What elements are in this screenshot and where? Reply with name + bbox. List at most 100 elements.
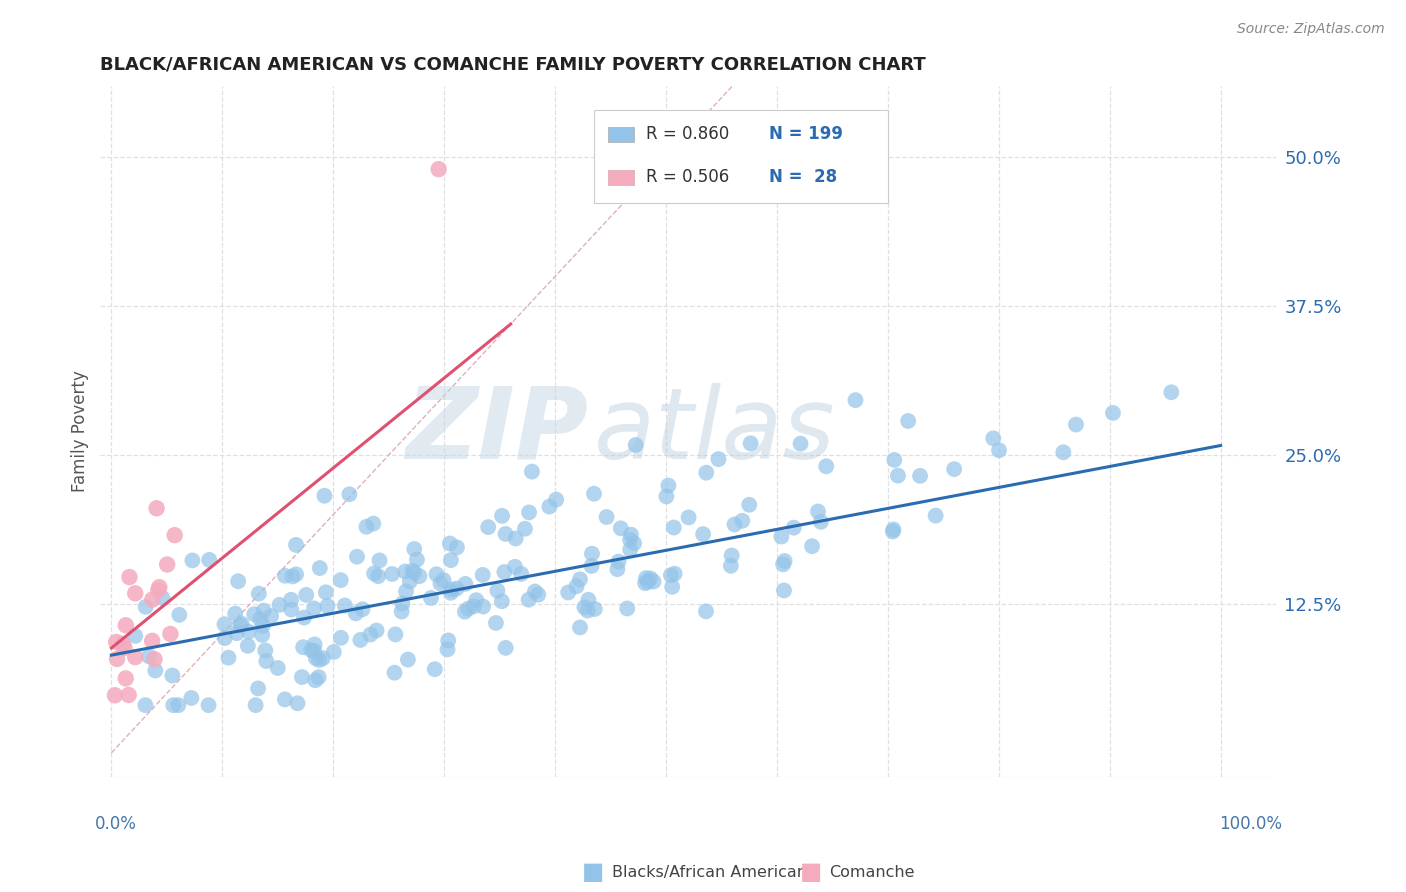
Point xyxy=(546,492,568,507)
Point xyxy=(337,487,360,501)
Text: ■: ■ xyxy=(582,861,605,884)
Point xyxy=(243,607,266,622)
Point xyxy=(844,393,866,408)
Point xyxy=(304,644,326,658)
Point xyxy=(401,564,423,578)
Point xyxy=(148,582,170,597)
Point xyxy=(138,649,160,664)
Point xyxy=(141,633,163,648)
Point xyxy=(773,554,796,568)
Point xyxy=(169,607,191,622)
Point xyxy=(148,580,170,594)
Point xyxy=(254,654,277,668)
Point xyxy=(429,576,451,591)
Point xyxy=(707,452,730,467)
Point xyxy=(363,516,385,531)
Point xyxy=(247,681,270,696)
Text: 0.0%: 0.0% xyxy=(94,814,136,832)
Point xyxy=(520,465,543,479)
Point xyxy=(883,453,905,467)
Point xyxy=(391,605,413,619)
Point xyxy=(610,521,633,535)
Point xyxy=(576,592,599,607)
Point xyxy=(1160,385,1182,400)
Point xyxy=(495,527,517,541)
Point xyxy=(384,627,406,641)
Point xyxy=(159,627,181,641)
Point xyxy=(565,579,588,593)
Point xyxy=(619,542,641,557)
Point xyxy=(576,603,599,617)
Point xyxy=(308,653,330,667)
Point xyxy=(740,436,762,450)
Point xyxy=(381,566,404,581)
Text: 100.0%: 100.0% xyxy=(1219,814,1282,832)
Point xyxy=(582,487,605,501)
Point xyxy=(295,588,318,602)
Point xyxy=(252,618,274,632)
Point xyxy=(887,468,910,483)
Point xyxy=(477,520,499,534)
Point xyxy=(491,508,513,523)
Point xyxy=(678,510,700,524)
Point xyxy=(491,594,513,608)
Point xyxy=(485,615,508,630)
Point xyxy=(659,568,682,582)
Point xyxy=(366,624,388,638)
Point xyxy=(368,553,391,567)
Point xyxy=(425,567,447,582)
Point xyxy=(595,510,617,524)
Text: Comanche: Comanche xyxy=(830,865,915,880)
Text: BLACK/AFRICAN AMERICAN VS COMANCHE FAMILY POVERTY CORRELATION CHART: BLACK/AFRICAN AMERICAN VS COMANCHE FAMIL… xyxy=(100,55,927,73)
Point xyxy=(446,541,468,555)
Point xyxy=(908,468,931,483)
Point xyxy=(634,571,657,585)
Point xyxy=(404,541,426,556)
Bar xyxy=(609,169,634,185)
Point xyxy=(217,650,239,665)
Point xyxy=(655,490,678,504)
Point xyxy=(486,583,509,598)
Point xyxy=(162,668,184,682)
Point xyxy=(118,570,141,584)
Point xyxy=(124,586,146,600)
Point xyxy=(285,567,308,582)
Point xyxy=(181,553,204,567)
Point xyxy=(463,599,485,614)
Point xyxy=(143,664,166,678)
Point xyxy=(981,431,1004,445)
Point xyxy=(111,637,134,651)
Point xyxy=(664,566,686,581)
Point xyxy=(406,552,429,566)
Point xyxy=(384,665,406,680)
Point xyxy=(723,517,745,532)
Point xyxy=(503,559,526,574)
Point xyxy=(143,652,166,666)
Point xyxy=(513,522,536,536)
Point xyxy=(135,599,157,614)
Point xyxy=(114,640,136,655)
Point xyxy=(391,597,413,611)
Point xyxy=(943,462,966,476)
Point xyxy=(396,652,419,666)
Point xyxy=(269,598,291,612)
Point xyxy=(404,566,426,580)
Point xyxy=(167,698,190,713)
Point xyxy=(316,599,339,613)
Point xyxy=(134,698,156,713)
Point xyxy=(569,620,592,634)
Point xyxy=(620,527,643,541)
Point xyxy=(252,628,274,642)
Text: atlas: atlas xyxy=(595,383,835,480)
Point xyxy=(624,438,647,452)
Point xyxy=(574,600,596,615)
Point xyxy=(247,587,270,601)
Point xyxy=(637,574,659,589)
Point xyxy=(420,591,443,605)
Point xyxy=(267,661,290,675)
Point xyxy=(291,670,314,684)
Point xyxy=(163,528,186,542)
Point xyxy=(236,639,259,653)
Point xyxy=(180,690,202,705)
Point xyxy=(616,601,638,615)
